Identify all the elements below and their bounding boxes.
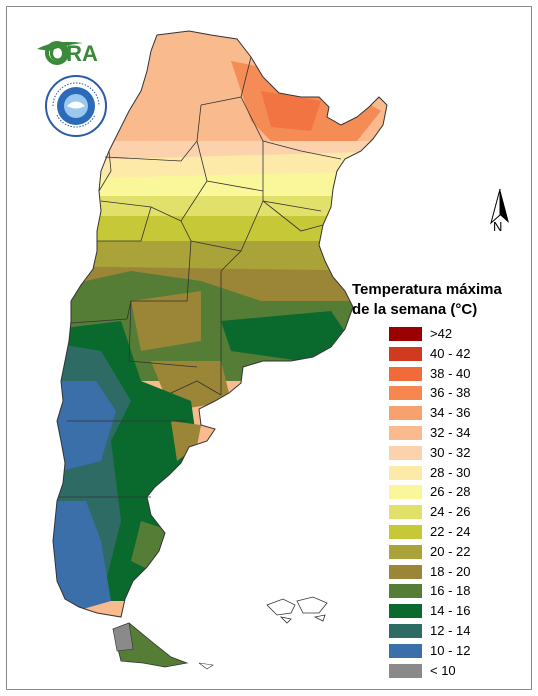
legend-title-line2: de la semana (°C) [352, 301, 478, 318]
argentina-temperature-map [52, 30, 388, 670]
legend-swatch [389, 327, 422, 341]
legend-title: Temperatura máxima de la semana (°C) [352, 280, 502, 320]
legend-label: 38 - 40 [430, 365, 471, 381]
legend-label: 18 - 20 [430, 563, 471, 579]
legend-label: 40 - 42 [430, 345, 471, 361]
legend-label: 20 - 22 [430, 543, 471, 559]
legend-swatch [389, 465, 422, 480]
legend-swatch [389, 643, 422, 658]
legend-swatch [389, 406, 422, 421]
legend-swatch [389, 386, 422, 401]
legend-swatch [389, 524, 422, 539]
legend-title-line1: Temperatura máxima [352, 281, 502, 298]
legend-label: 22 - 24 [430, 523, 471, 539]
map-frame: ORA N Temperatura máxima de la semana (°… [6, 6, 532, 690]
legend-swatch [389, 346, 422, 361]
legend-label: 36 - 38 [430, 385, 471, 401]
legend-swatch [389, 485, 422, 500]
legend-swatch [389, 505, 422, 520]
smn-seal [45, 75, 107, 137]
legend-swatch [389, 663, 422, 678]
legend-label: 12 - 14 [430, 622, 471, 638]
legend-swatch [389, 564, 422, 579]
legend-label: 26 - 28 [430, 484, 471, 500]
legend-swatch [389, 425, 422, 440]
legend-label: 24 - 26 [430, 504, 471, 520]
legend-label: 14 - 16 [430, 603, 471, 619]
legend-label: 28 - 30 [430, 464, 471, 480]
legend-label: 10 - 12 [430, 642, 471, 658]
legend-label: 30 - 32 [430, 444, 471, 460]
legend-swatch [389, 445, 422, 460]
legend-swatch [389, 604, 422, 619]
north-arrow-icon [490, 188, 509, 225]
legend-label: < 10 [430, 662, 456, 678]
legend-label: 32 - 34 [430, 424, 471, 440]
legend-label: 34 - 36 [430, 405, 471, 421]
legend-label: >42 [430, 326, 453, 341]
legend-label: 16 - 18 [430, 583, 471, 599]
legend-swatch [389, 623, 422, 638]
legend-swatch [389, 544, 422, 559]
ora-logo-text: ORA [49, 41, 98, 66]
north-label: N [493, 219, 503, 234]
ora-logo: ORA [37, 41, 98, 66]
legend-swatch [389, 366, 422, 381]
legend-swatch [389, 584, 422, 599]
